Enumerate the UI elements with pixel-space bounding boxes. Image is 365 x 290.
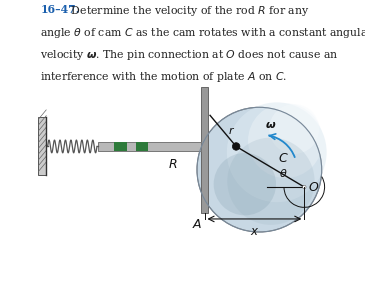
Text: $R$: $R$: [168, 158, 177, 171]
Bar: [99, 142, 201, 151]
Circle shape: [269, 104, 319, 154]
Text: Determine the velocity of the rod $R$ for any: Determine the velocity of the rod $R$ fo…: [64, 4, 310, 18]
Text: velocity $\boldsymbol{\omega}$. The pin connection at $O$ does not cause an: velocity $\boldsymbol{\omega}$. The pin …: [41, 48, 339, 62]
Text: $A$: $A$: [192, 218, 202, 231]
Bar: [201, 87, 208, 213]
Text: angle $\theta$ of cam $C$ as the cam rotates with a constant angular: angle $\theta$ of cam $C$ as the cam rot…: [41, 26, 365, 40]
Text: $O$: $O$: [308, 181, 319, 194]
Text: interference with the motion of plate $A$ on $C$.: interference with the motion of plate $A…: [41, 70, 288, 84]
Text: $\boldsymbol{\omega}$: $\boldsymbol{\omega}$: [265, 120, 277, 130]
Text: $x$: $x$: [250, 225, 259, 238]
Text: $C$: $C$: [278, 152, 289, 164]
Circle shape: [227, 102, 327, 202]
Bar: [38, 117, 46, 175]
Circle shape: [227, 138, 315, 225]
Circle shape: [233, 143, 240, 150]
Text: $r$: $r$: [228, 125, 235, 136]
Text: $\theta$: $\theta$: [279, 167, 288, 179]
Text: 16–47.: 16–47.: [41, 4, 80, 15]
Bar: [114, 142, 127, 151]
Bar: [136, 142, 148, 151]
Circle shape: [303, 185, 306, 189]
Circle shape: [214, 153, 276, 215]
Circle shape: [248, 103, 323, 178]
Circle shape: [197, 107, 322, 232]
